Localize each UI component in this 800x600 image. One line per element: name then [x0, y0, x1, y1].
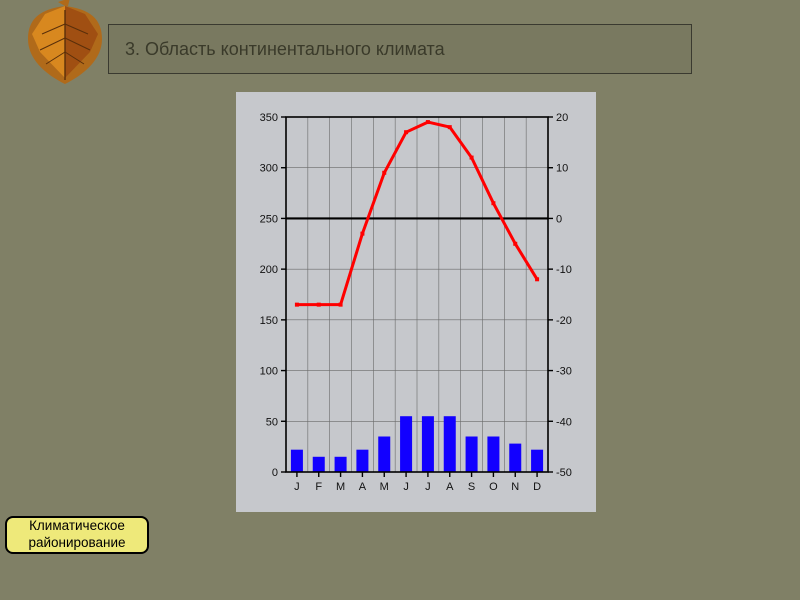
svg-text:0: 0: [272, 467, 278, 479]
slide-title: 3. Область континентального климата: [108, 24, 692, 74]
climate-zoning-button[interactable]: Климатическое районирование: [5, 516, 149, 554]
svg-text:0: 0: [556, 213, 562, 225]
svg-text:S: S: [468, 481, 475, 493]
svg-text:F: F: [315, 481, 322, 493]
svg-text:20: 20: [556, 112, 568, 124]
svg-text:M: M: [380, 481, 389, 493]
svg-text:D: D: [533, 481, 541, 493]
svg-text:J: J: [403, 481, 409, 493]
svg-text:A: A: [359, 481, 367, 493]
svg-text:-20: -20: [556, 315, 572, 327]
slide-title-text: 3. Область континентального климата: [125, 39, 445, 60]
svg-text:200: 200: [260, 264, 278, 276]
svg-text:J: J: [425, 481, 431, 493]
svg-text:J: J: [294, 481, 300, 493]
slide-stage: 3. Область континентального климата 0 50 1…: [0, 0, 800, 600]
svg-text:250: 250: [260, 213, 278, 225]
leaf-decoration: [10, 0, 120, 94]
climate-zoning-button-label: Климатическое районирование: [28, 518, 125, 552]
svg-text:O: O: [489, 481, 498, 493]
svg-text:-50: -50: [556, 467, 572, 479]
svg-text:-10: -10: [556, 264, 572, 276]
svg-text:-30: -30: [556, 366, 572, 378]
svg-text:100: 100: [260, 366, 278, 378]
svg-text:M: M: [336, 481, 345, 493]
svg-text:50: 50: [266, 416, 278, 428]
svg-text:300: 300: [260, 163, 278, 175]
svg-text:350: 350: [260, 112, 278, 124]
svg-text:-40: -40: [556, 416, 572, 428]
climate-chart: 0 50 100 150 200 250 300 350 -50 -40 -30 -20 -10 0 10 2…: [236, 92, 596, 512]
svg-text:N: N: [511, 481, 519, 493]
svg-text:10: 10: [556, 163, 568, 175]
svg-text:150: 150: [260, 315, 278, 327]
svg-text:A: A: [446, 481, 454, 493]
